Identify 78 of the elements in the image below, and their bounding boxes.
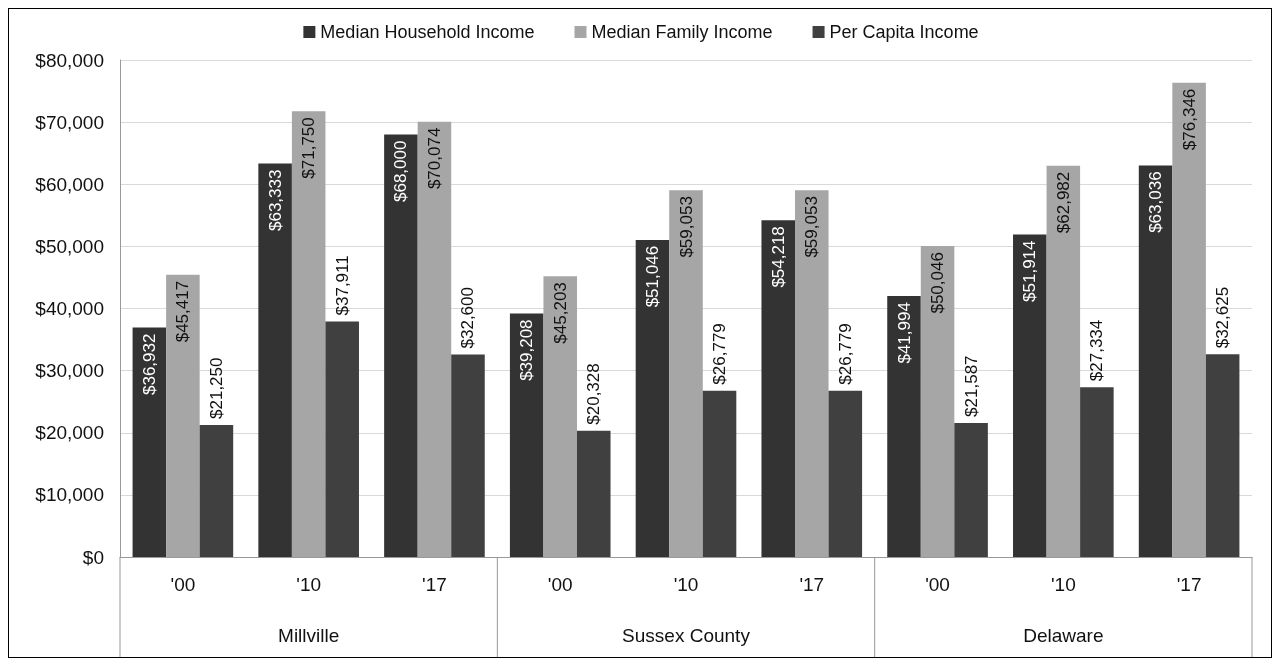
data-label: $20,328 [584, 363, 604, 425]
legend-label: Median Household Income [320, 22, 535, 42]
y-tick-label: $0 [82, 546, 104, 568]
y-tick-label: $50,000 [35, 235, 104, 257]
data-label: $37,911 [332, 255, 352, 316]
bar [199, 424, 234, 557]
text: Sussex County [622, 624, 751, 646]
data-label: $50,046 [928, 252, 948, 314]
data-label: $21,587 [961, 355, 981, 417]
bar [325, 321, 359, 557]
bar [1046, 165, 1081, 557]
x-tick-label: '10 [296, 574, 322, 595]
x-tick-label: '00 [170, 574, 196, 595]
data-label: $27,334 [1087, 319, 1107, 382]
bar [509, 313, 544, 557]
data-label: $39,208 [517, 319, 537, 381]
data-label: $63,333 [265, 169, 285, 231]
y-tick-label: $10,000 [35, 484, 104, 506]
bar [451, 354, 485, 557]
x-tick-label: '00 [925, 574, 950, 595]
data-label: $70,074 [424, 127, 444, 190]
data-label: $21,250 [206, 357, 226, 419]
legend-label: Median Family Income [591, 22, 773, 42]
data-label: $76,346 [1179, 88, 1199, 151]
data-label: $59,053 [676, 196, 696, 258]
data-label: $51,046 [642, 245, 662, 308]
data-label: $63,036 [1146, 171, 1166, 233]
data-label: $54,218 [768, 226, 788, 288]
data-label: $41,994 [894, 302, 914, 364]
x-tick-label: '10 [1050, 574, 1076, 595]
y-tick-label: $20,000 [35, 422, 104, 444]
data-label: $32,600 [458, 287, 478, 349]
bar [384, 134, 418, 557]
y-tick-label: $40,000 [35, 298, 104, 319]
bar [887, 296, 921, 557]
data-label: $59,053 [802, 196, 822, 258]
x-tick-label: '10 [673, 574, 699, 595]
bar [1138, 165, 1173, 557]
x-tick-label: '17 [1176, 574, 1202, 595]
x-tick-label: '17 [422, 574, 447, 595]
bar [761, 220, 796, 557]
data-label: $26,779 [710, 323, 730, 385]
legend-label: Per Capita Income [829, 22, 979, 42]
x-tick-label: '00 [547, 574, 573, 595]
data-label: $36,932 [139, 333, 159, 396]
bar [1172, 82, 1206, 557]
bar [543, 276, 577, 557]
y-tick-label: $30,000 [35, 360, 104, 382]
data-label: $45,417 [173, 280, 193, 343]
bar [702, 390, 737, 557]
bar [417, 121, 452, 557]
bar [1080, 387, 1114, 557]
bar [920, 246, 955, 557]
bar [635, 239, 670, 557]
bar [1205, 354, 1240, 557]
bar [576, 430, 611, 557]
data-label: $45,203 [550, 282, 570, 344]
x-tick-label: '17 [799, 574, 825, 595]
y-tick-label: $60,000 [35, 173, 104, 195]
bar [669, 190, 703, 557]
text: Millville [278, 624, 340, 646]
y-tick-label: $80,000 [35, 49, 104, 71]
data-label: $32,625 [1213, 286, 1233, 349]
bar [166, 274, 200, 557]
bar [1013, 234, 1047, 557]
data-label: $26,779 [835, 323, 855, 385]
bar [132, 327, 167, 557]
text: Delaware [1023, 624, 1104, 646]
bar [258, 163, 292, 557]
data-label: $62,982 [1053, 171, 1073, 234]
data-label: $71,750 [299, 117, 319, 179]
bar [954, 422, 988, 557]
data-label: $68,000 [391, 140, 411, 202]
bar [795, 190, 829, 557]
y-tick-label: $70,000 [35, 111, 104, 133]
data-label: $51,914 [1020, 240, 1040, 302]
bar [291, 111, 326, 557]
bar [828, 390, 863, 557]
